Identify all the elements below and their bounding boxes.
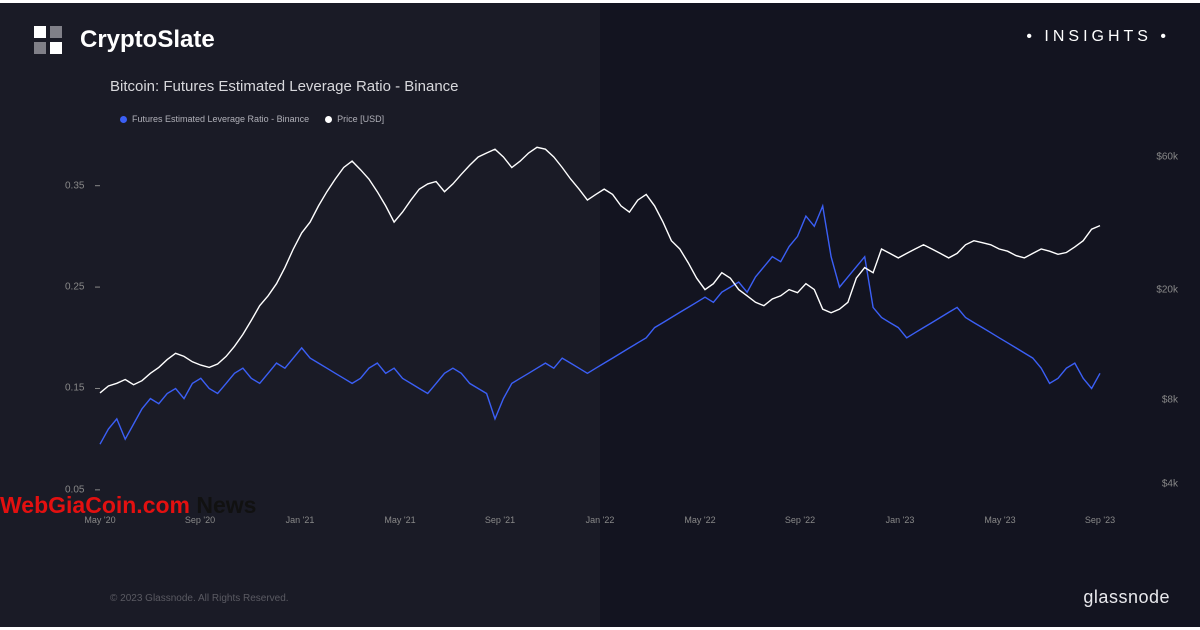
x-tick: May '22 bbox=[684, 515, 715, 525]
insights-label: • INSIGHTS • bbox=[1026, 28, 1170, 46]
y-left-tick: 0.25 bbox=[65, 282, 84, 293]
footer-brand: glassnode bbox=[1083, 587, 1170, 608]
x-tick: Jan '21 bbox=[286, 515, 315, 525]
legend-label-leverage: Futures Estimated Leverage Ratio - Binan… bbox=[132, 114, 309, 124]
chart-title: Bitcoin: Futures Estimated Leverage Rati… bbox=[110, 78, 459, 95]
chart-plot-area bbox=[65, 130, 1145, 535]
x-tick: Sep '21 bbox=[485, 515, 515, 525]
copyright-text: © 2023 Glassnode. All Rights Reserved. bbox=[110, 593, 289, 604]
x-tick: Sep '22 bbox=[785, 515, 815, 525]
header: CryptoSlate bbox=[30, 22, 215, 58]
watermark-part1: WebGiaCoin.com bbox=[0, 492, 190, 518]
brand-name: CryptoSlate bbox=[80, 26, 215, 54]
y-right-tick: $20k bbox=[1156, 284, 1178, 295]
y-left-tick: 0.15 bbox=[65, 383, 84, 394]
y-right-tick: $8k bbox=[1162, 395, 1178, 406]
y-right-tick: $60k bbox=[1156, 152, 1178, 163]
legend-dot-price bbox=[325, 116, 332, 123]
watermark-overlay: WebGiaCoin.com News bbox=[0, 492, 256, 519]
legend: Futures Estimated Leverage Ratio - Binan… bbox=[120, 114, 384, 124]
legend-item-leverage: Futures Estimated Leverage Ratio - Binan… bbox=[120, 114, 309, 124]
x-tick: Jan '23 bbox=[886, 515, 915, 525]
x-tick: May '21 bbox=[384, 515, 415, 525]
legend-item-price: Price [USD] bbox=[325, 114, 384, 124]
watermark-part2: News bbox=[190, 492, 256, 518]
legend-label-price: Price [USD] bbox=[337, 114, 384, 124]
x-tick: May '23 bbox=[984, 515, 1015, 525]
y-left-tick: 0.35 bbox=[65, 180, 84, 191]
x-tick: Jan '22 bbox=[586, 515, 615, 525]
x-tick: Sep '23 bbox=[1085, 515, 1115, 525]
cryptoslate-logo-icon bbox=[30, 22, 66, 58]
legend-dot-leverage bbox=[120, 116, 127, 123]
y-right-tick: $4k bbox=[1162, 478, 1178, 489]
